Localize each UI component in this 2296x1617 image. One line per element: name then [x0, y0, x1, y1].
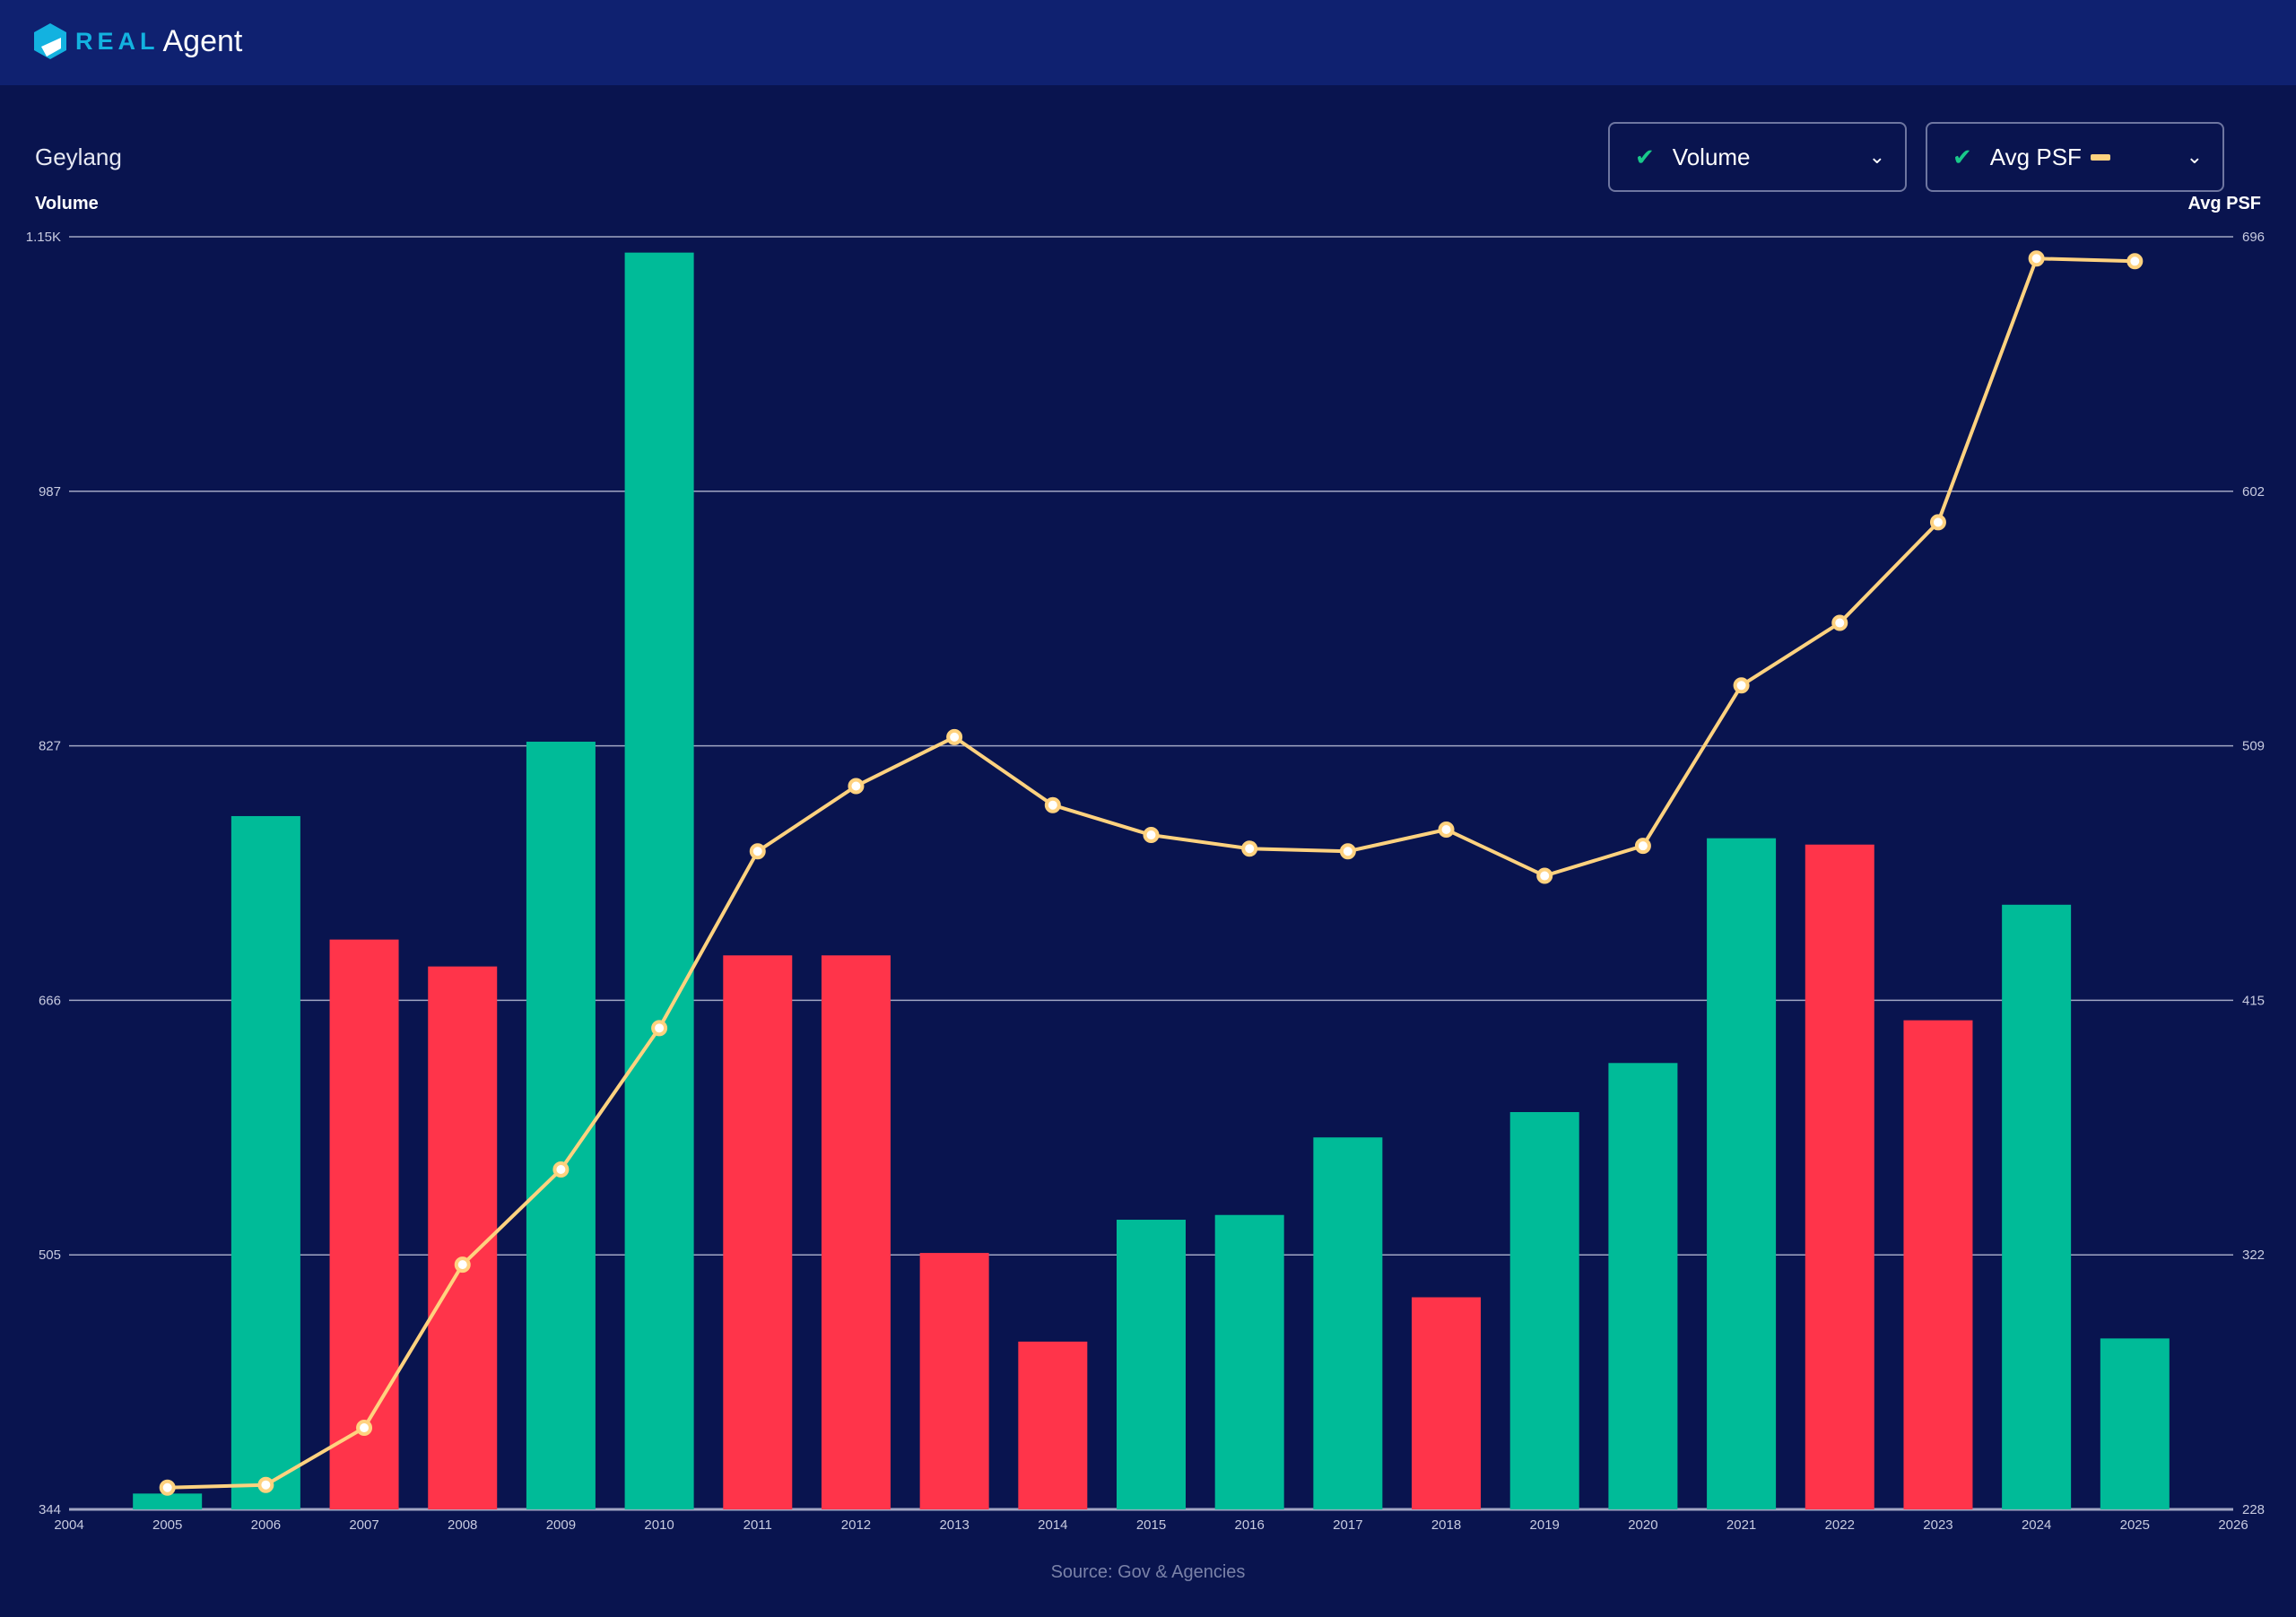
- left-tick-label: 344: [39, 1502, 61, 1517]
- avg-psf-point-2013: [946, 728, 963, 745]
- check-icon: ✔: [1635, 143, 1655, 170]
- x-tick-label: 2024: [2022, 1517, 2051, 1533]
- realagent-logo[interactable]: REAL Agent: [34, 23, 242, 59]
- right-tick-label: 322: [2242, 1248, 2265, 1263]
- volume-bar-2013: [919, 1253, 989, 1509]
- avg-psf-point-2019: [1536, 867, 1553, 884]
- avg-psf-point-2010: [651, 1020, 668, 1037]
- x-tick-label: 2013: [939, 1517, 969, 1533]
- volume-bar-2024: [2002, 904, 2072, 1509]
- volume-bar-2007: [329, 939, 399, 1509]
- chevron-down-icon: ⌄: [1868, 145, 1885, 168]
- left-axis-title: Volume: [35, 194, 99, 213]
- logo-hexagon-icon: [34, 23, 66, 59]
- volume-bar-2020: [1608, 1063, 1678, 1509]
- x-tick-label: 2026: [2218, 1517, 2248, 1533]
- volume-bar-2005: [133, 1493, 203, 1509]
- x-tick-label: 2015: [1136, 1517, 1166, 1533]
- volume-bar-2010: [624, 252, 694, 1509]
- x-tick-label: 2004: [54, 1517, 83, 1533]
- volume-bar-2006: [230, 815, 300, 1509]
- avg-psf-point-2017: [1339, 843, 1356, 860]
- avg-psf-point-2023: [1929, 514, 1946, 531]
- left-tick-label: 827: [39, 739, 61, 754]
- avg-psf-point-2016: [1241, 840, 1258, 857]
- volume-bar-2014: [1018, 1341, 1088, 1509]
- avg-psf-point-2015: [1143, 827, 1160, 844]
- avg-psf-point-2009: [552, 1161, 570, 1178]
- x-tick-label: 2009: [546, 1517, 576, 1533]
- area-title: Geylang: [35, 143, 122, 170]
- right-tick-label: 509: [2242, 739, 2265, 754]
- volume-bar-2015: [1117, 1220, 1186, 1509]
- volume-bar-2021: [1707, 838, 1777, 1509]
- right-tick-label: 602: [2242, 484, 2265, 500]
- x-tick-label: 2011: [744, 1517, 772, 1533]
- left-tick-label: 666: [39, 993, 61, 1008]
- right-axis-title: Avg PSF: [2187, 194, 2262, 213]
- volume-bar-2016: [1214, 1214, 1284, 1509]
- x-tick-label: 2017: [1333, 1517, 1362, 1533]
- volume-bar-2011: [723, 955, 793, 1509]
- x-tick-label: 2006: [251, 1517, 281, 1533]
- volume-bar-2018: [1412, 1297, 1482, 1509]
- chevron-down-icon: ⌄: [2186, 145, 2203, 168]
- avg-psf-dropdown[interactable]: ✔ Avg PSF ⌄: [1926, 122, 2224, 192]
- volume-dropdown-label: Volume: [1672, 143, 1751, 170]
- x-tick-label: 2018: [1431, 1517, 1461, 1533]
- x-tick-label: 2016: [1234, 1517, 1264, 1533]
- x-tick-label: 2010: [644, 1517, 674, 1533]
- x-tick-label: 2023: [1923, 1517, 1952, 1533]
- logo-real-text: REAL: [75, 27, 160, 55]
- volume-bar-2008: [428, 966, 498, 1509]
- avg-psf-point-2020: [1634, 838, 1651, 855]
- x-tick-label: 2022: [1825, 1517, 1855, 1533]
- avg-psf-point-2008: [454, 1256, 471, 1274]
- top-bar: REAL Agent: [0, 0, 2296, 85]
- avg-psf-point-2014: [1044, 796, 1061, 813]
- avg-psf-point-2018: [1438, 821, 1455, 838]
- left-tick-label: 987: [39, 484, 61, 500]
- x-tick-label: 2007: [349, 1517, 378, 1533]
- source-note: Source: Gov & Agencies: [1050, 1562, 1246, 1582]
- right-tick-label: 415: [2242, 993, 2265, 1008]
- x-tick-label: 2012: [841, 1517, 871, 1533]
- avg-psf-point-2005: [159, 1479, 176, 1496]
- x-tick-label: 2014: [1038, 1517, 1067, 1533]
- volume-bar-2019: [1509, 1112, 1579, 1509]
- volume-bar-2009: [526, 742, 596, 1509]
- volume-bar-2025: [2100, 1338, 2170, 1509]
- left-tick-label: 1.15K: [26, 230, 61, 245]
- right-tick-label: 228: [2242, 1502, 2265, 1517]
- x-tick-label: 2020: [1628, 1517, 1657, 1533]
- right-tick-label: 696: [2242, 230, 2265, 245]
- x-tick-label: 2019: [1530, 1517, 1560, 1533]
- line-legend-swatch: [2090, 153, 2110, 161]
- avg-psf-point-2011: [749, 843, 766, 860]
- avg-psf-point-2022: [1831, 614, 1848, 631]
- volume-bar-2017: [1313, 1137, 1383, 1509]
- x-tick-label: 2008: [448, 1517, 477, 1533]
- x-tick-label: 2005: [152, 1517, 182, 1533]
- logo-agent-text: Agent: [162, 23, 243, 58]
- x-tick-label: 2025: [2120, 1517, 2150, 1533]
- avg-psf-dropdown-label: Avg PSF: [1989, 143, 2082, 170]
- avg-psf-point-2025: [2126, 253, 2144, 270]
- avg-psf-point-2021: [1733, 677, 1750, 694]
- avg-psf-point-2024: [2028, 250, 2045, 267]
- check-icon: ✔: [1952, 143, 1972, 170]
- avg-psf-point-2007: [356, 1420, 373, 1437]
- volume-dropdown[interactable]: ✔ Volume ⌄: [1608, 122, 1907, 192]
- volume-bar-2023: [1903, 1020, 1973, 1509]
- avg-psf-point-2012: [848, 778, 865, 795]
- x-tick-label: 2021: [1726, 1517, 1756, 1533]
- volume-bar-2012: [821, 955, 891, 1509]
- left-tick-label: 505: [39, 1248, 61, 1263]
- volume-bar-2022: [1805, 844, 1874, 1509]
- avg-psf-point-2006: [257, 1476, 274, 1493]
